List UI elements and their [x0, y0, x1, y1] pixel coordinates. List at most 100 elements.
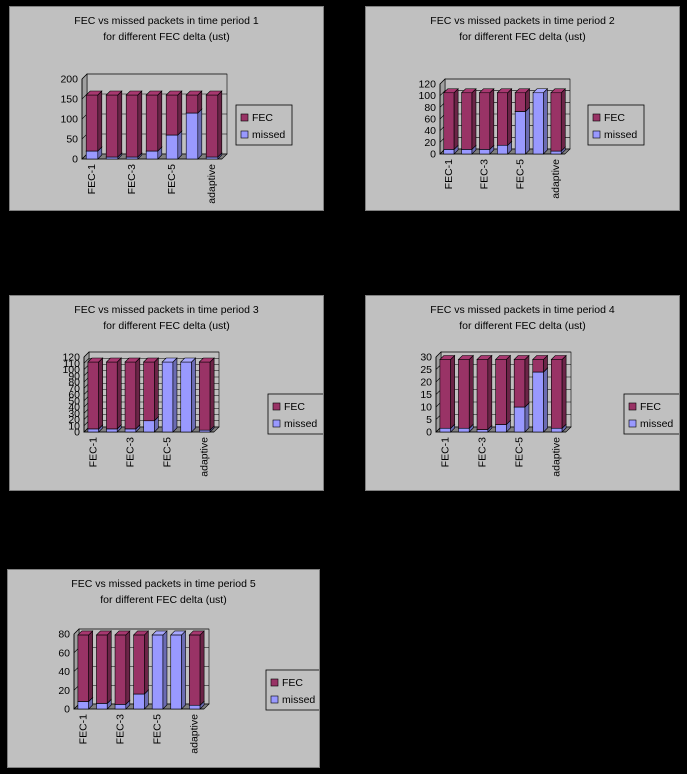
y-tick-label: 150	[60, 94, 78, 106]
bar-fec-top	[105, 90, 123, 96]
x-tick-label: FEC-3	[479, 159, 491, 189]
legend-swatch-missed	[270, 695, 279, 704]
legend-label-missed: missed	[640, 418, 673, 430]
bar-fec-3	[476, 354, 493, 431]
x-tick-label: adaptive	[550, 159, 562, 199]
bar-fec-5	[514, 88, 531, 113]
y-tick-label: 100	[418, 90, 436, 102]
bar-fec-side	[524, 354, 530, 408]
bar-fec-side	[561, 354, 567, 429]
legend-swatch-fec	[272, 402, 281, 411]
bar-fec-front	[513, 359, 526, 408]
bar-fec-front	[495, 359, 507, 425]
bar-missed-front	[145, 150, 159, 160]
legend-box	[265, 669, 319, 711]
bar-missed-side	[543, 367, 548, 433]
bar-fec-5	[165, 90, 183, 136]
bar-missed-front	[495, 424, 507, 433]
bar-fec-side	[135, 357, 141, 430]
bar-fec-top	[205, 90, 223, 96]
y-tick-label: 30	[420, 352, 432, 364]
bar-fec-top	[77, 630, 94, 636]
bar-fec-side	[117, 90, 123, 158]
legend-box	[267, 393, 323, 435]
bar-fec-front	[458, 359, 470, 429]
bar-fec-side	[106, 630, 112, 705]
bar-missed-front	[77, 701, 89, 710]
bar-fec-top	[105, 357, 122, 363]
bar-fec-6	[185, 90, 203, 114]
x-tick-label: FEC-1	[443, 159, 455, 189]
bar-fec-top	[125, 90, 143, 96]
chart-title: FEC vs missed packets in time period 1	[74, 15, 259, 27]
bar-missed-front	[189, 704, 201, 710]
bar-fec-5	[513, 354, 530, 408]
bar-fec-top	[124, 357, 141, 363]
legend-swatch-fec	[628, 402, 637, 411]
bar-missed-front	[551, 427, 563, 433]
x-tick-label: FEC-3	[124, 437, 136, 467]
bar-fec-2	[95, 630, 112, 705]
bar-fec-side	[157, 90, 163, 152]
bar-fec-top	[532, 355, 549, 360]
chart-title: FEC vs missed packets in time period 2	[430, 15, 615, 27]
bar-fec-side	[199, 630, 205, 706]
bar-fec-side	[209, 357, 215, 431]
bar-fec-top	[550, 355, 567, 360]
y-tick-label: 80	[68, 377, 80, 389]
bar-missed-front	[513, 406, 526, 433]
chart-title: FEC vs missed packets in time period 5	[71, 578, 256, 590]
bar-fec-4	[142, 357, 160, 422]
bar-missed-front	[532, 92, 544, 155]
bar-fec-side	[137, 90, 143, 158]
bar-missed-front	[106, 428, 118, 433]
bar-missed-front	[124, 428, 137, 433]
bar-missed-side	[181, 630, 186, 710]
bar-fec-front	[497, 92, 508, 146]
bar-fec-top	[114, 630, 131, 636]
y-tick-label: 60	[424, 114, 436, 126]
x-tick-label: adaptive	[551, 437, 563, 477]
y-tick-label: 100	[62, 364, 80, 376]
gridline	[73, 628, 209, 635]
bar-fec-3	[124, 357, 141, 430]
chart-panel-3: FEC vs missed packets in time period 3 f…	[9, 295, 324, 491]
legend-swatch-fec	[270, 678, 279, 687]
legend-box	[587, 104, 645, 146]
bar-missed-5	[161, 357, 178, 433]
bar-fec-1	[77, 630, 94, 703]
y-tick-label: 0	[64, 704, 70, 716]
bar-missed-front	[85, 150, 99, 160]
chart-subtitle: for different FEC delta (ust)	[103, 31, 230, 43]
bar-fec-front	[532, 359, 544, 373]
bar-missed-top	[170, 630, 187, 636]
y-tick-label: 80	[424, 102, 436, 114]
bar-fec-top	[460, 88, 477, 94]
legend-label-missed: missed	[284, 418, 317, 430]
y-tick-label: 20	[424, 137, 436, 149]
bar-fec-side	[144, 630, 149, 695]
bar-fec-front	[124, 361, 137, 430]
legend-label-fec: FEC	[640, 401, 661, 413]
y-tick-label: 60	[58, 647, 70, 659]
bar-missed-top	[161, 357, 178, 363]
bar-fec-front	[133, 634, 145, 695]
bar-fec-2	[105, 357, 122, 430]
y-tick-label: 100	[60, 114, 78, 126]
bar-missed-5	[514, 106, 531, 155]
bar-fec-top	[87, 357, 104, 363]
bar-fec-1	[443, 88, 459, 151]
bar-fec-7	[205, 90, 223, 158]
bar-missed-side	[525, 106, 530, 155]
bar-fec-4	[494, 354, 512, 426]
bar-fec-front	[145, 94, 159, 152]
bar-missed-front	[514, 111, 526, 155]
bar-fec-top	[95, 630, 112, 636]
bar-fec-front	[461, 92, 473, 150]
bar-missed-front	[497, 144, 508, 155]
stacked-bar-chart-1: 0 50 100 150 200 FEC-1 FEC-3 FEC-5 adaptive FEC mi…	[60, 73, 293, 204]
bar-fec-front	[77, 634, 89, 702]
bar-fec-front	[143, 361, 155, 422]
